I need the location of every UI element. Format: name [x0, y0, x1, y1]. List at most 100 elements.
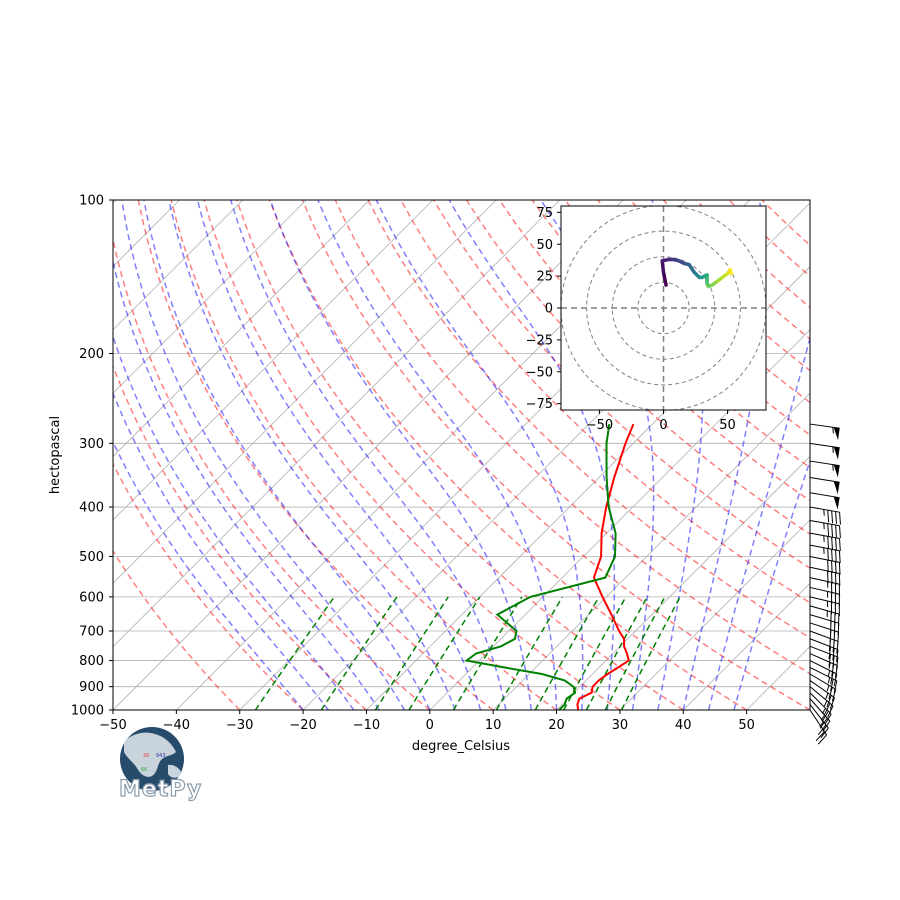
- isotherm-line: [556, 455, 810, 710]
- y-tick-label: 300: [79, 437, 104, 452]
- mixing-ratio-line: [452, 596, 523, 710]
- y-tick-label: 200: [79, 347, 104, 362]
- wind-barb: [809, 492, 840, 510]
- x-tick-label: 0: [426, 718, 434, 733]
- isotherm-line: [113, 200, 370, 458]
- logo-globe-label-pressure: 943: [156, 753, 166, 759]
- hodograph-x-tick-label: −50: [586, 418, 613, 433]
- hodograph-y-tick-label: 50: [536, 238, 553, 253]
- logo-globe-label-dewpoint: 66: [141, 767, 147, 773]
- dry-adiabat: [113, 236, 431, 710]
- x-tick-label: 40: [675, 718, 692, 733]
- wind-barb: [809, 476, 840, 495]
- y-axis-title: hectopascal: [48, 416, 63, 494]
- moist-adiabat: [113, 258, 380, 710]
- moist-adiabat: [317, 200, 558, 710]
- x-tick-label: −30: [226, 718, 253, 733]
- hodograph-y-tick-label: −50: [526, 365, 553, 380]
- hodograph-x-tick-label: 50: [719, 418, 736, 433]
- y-tick-label: 400: [79, 501, 104, 516]
- dry-adiabat: [367, 200, 810, 639]
- dry-adiabat: [203, 200, 621, 710]
- wind-barb: [809, 566, 841, 586]
- x-tick-label: −10: [353, 718, 380, 733]
- x-axis-title: degree_Celsius: [412, 739, 510, 754]
- wind-barb: [809, 692, 832, 725]
- hodograph-segment: [660, 259, 666, 275]
- hodograph-y-tick-label: −75: [526, 397, 553, 412]
- dry-adiabat: [268, 200, 747, 710]
- mixing-ratio-line: [495, 596, 564, 710]
- dry-adiabat: [113, 462, 304, 710]
- hodograph-segment: [661, 270, 668, 287]
- metpy-logo: 20 943 66 MetPy: [118, 727, 202, 803]
- wind-barb: [809, 423, 840, 441]
- moist-adiabat: [113, 391, 330, 710]
- moist-adiabat: [113, 440, 304, 710]
- y-tick-label: 500: [79, 550, 104, 565]
- isotherm-line: [683, 582, 810, 710]
- wind-barb: [809, 555, 841, 575]
- y-tick-label: 800: [79, 654, 104, 669]
- y-tick-label: 600: [79, 590, 104, 605]
- x-tick-label: −40: [163, 718, 190, 733]
- isotherm-line: [113, 200, 434, 521]
- moist-adiabat: [375, 200, 584, 710]
- moist-adiabat: [196, 200, 482, 710]
- y-tick-label: 100: [79, 194, 104, 209]
- hodograph-segment: [728, 268, 734, 276]
- moist-adiabat: [143, 200, 431, 710]
- y-tick-label: 700: [79, 625, 104, 640]
- isotherm-line: [113, 200, 624, 710]
- isotherm-line: [113, 200, 244, 331]
- moist-adiabat: [113, 334, 355, 710]
- dry-adiabat: [113, 549, 241, 710]
- wind-barb: [809, 666, 838, 693]
- x-tick-label: 20: [548, 718, 565, 733]
- isotherm-line: [619, 519, 810, 710]
- hodograph-y-tick-label: 25: [536, 270, 553, 285]
- dry-adiabat: [564, 200, 810, 436]
- x-tick-label: 10: [485, 718, 502, 733]
- hodograph-x-tick-label: 0: [659, 418, 667, 433]
- hodograph-y-tick-label: 0: [545, 302, 553, 317]
- moist-adiabat: [230, 200, 507, 710]
- moist-adiabat: [168, 200, 456, 710]
- logo-text: MetPy: [119, 777, 202, 802]
- mixing-ratio-line: [585, 596, 648, 710]
- mixing-ratio-line: [254, 596, 335, 710]
- wind-barb: [809, 506, 841, 525]
- hodograph-y-tick-label: −25: [526, 333, 553, 348]
- wind-barb: [809, 686, 834, 718]
- wind-barb: [809, 698, 831, 732]
- isotherm-line: [0, 200, 53, 710]
- wind-barb: [809, 709, 828, 745]
- x-tick-label: 50: [738, 718, 755, 733]
- wind-barb: [809, 460, 840, 478]
- dry-adiabat: [400, 200, 810, 604]
- mixing-ratio-line: [534, 596, 600, 710]
- isotherm-line: [113, 200, 307, 394]
- hodograph-ring: [637, 281, 690, 335]
- mixing-ratio-line: [604, 596, 666, 710]
- wind-barb: [809, 586, 840, 607]
- x-tick-label: 30: [612, 718, 629, 733]
- dry-adiabat: [301, 200, 810, 710]
- isotherm-line: [113, 200, 560, 648]
- x-tick-label: −20: [289, 718, 316, 733]
- mixing-ratio-line: [563, 596, 627, 710]
- logo-globe-label-temp: 20: [143, 753, 149, 759]
- wind-barbs: [809, 423, 841, 745]
- dry-adiabat: [170, 200, 557, 710]
- dry-adiabat: [236, 200, 684, 710]
- hodograph-y-tick-label: 75: [536, 206, 553, 221]
- hodograph-inset: −50 0 50 75 50 25 0 −25 −50 −75: [526, 205, 767, 433]
- x-tick-label: −50: [99, 718, 126, 733]
- y-tick-label: 900: [79, 680, 104, 695]
- wind-barb: [809, 596, 840, 617]
- wind-barb: [809, 532, 841, 551]
- mixing-ratio-line: [408, 596, 481, 710]
- temperature-profile-line: [576, 423, 635, 710]
- isotherm-line: [809, 709, 810, 710]
- wind-barb: [809, 519, 841, 539]
